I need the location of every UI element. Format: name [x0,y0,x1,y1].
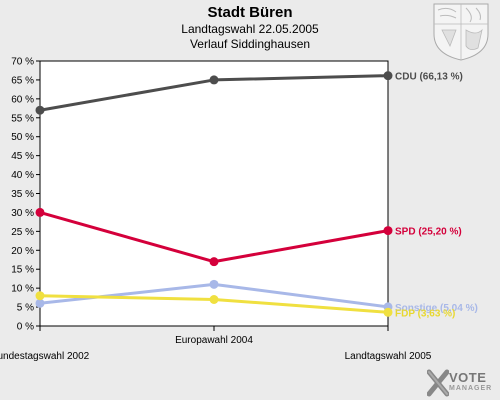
y-tick-label: 55 % [11,113,34,124]
y-tick-label: 25 % [11,227,34,238]
x-tick-label: Landtagswahl 2005 [345,351,432,362]
data-point-spd [383,226,393,236]
x-tick-label: Bundestagswahl 2002 [0,351,90,362]
data-point-spd [209,257,219,267]
data-point-sonstige [35,298,45,308]
data-point-spd [35,207,45,217]
series-group [35,71,393,317]
data-point-fdp [383,307,393,317]
y-tick-label: 40 % [11,170,34,181]
y-axis: 0 % 5 % 10 % 15 % 20 % 25 % 30 % 35 % 40 % 45 % 50… [11,57,40,333]
data-point-cdu [35,105,45,115]
y-tick-label: 45 % [11,151,34,162]
data-point-fdp [35,291,45,301]
x-tick-label: Europawahl 2004 [175,335,253,346]
chart-subtitle-election: Landtagswahl 22.05.2005 [181,22,319,36]
vote-manager-logo: VOTE MANAGER [427,368,499,400]
x-axis: Bundestagswahl 2002 Europawahl 2004 Landta… [0,326,432,362]
data-point-cdu [209,75,219,85]
data-point-fdp [209,295,219,304]
logo-subtext: MANAGER [449,385,493,392]
chart-subtitle-district: Verlauf Siddinghausen [189,37,311,51]
y-tick-label: 0 % [17,322,34,333]
vote-x-icon [427,369,449,397]
y-tick-label: 60 % [11,94,34,105]
y-tick-label: 70 % [11,57,34,68]
end-label-spd: SPD (25,20 %) [395,227,462,238]
end-label-cdu: CDU (66,13 %) [395,72,463,83]
end-labels-group: CDU (66,13 %) SPD (25,20 %) Sonstige (5,04… [395,72,478,320]
end-label-sonstige: Sonstige (5,04 %) [395,303,478,314]
data-point-sonstige [209,279,219,289]
logo-text: VOTE [449,370,487,385]
chart-title: Stadt Büren [207,4,293,21]
y-tick-label: 5 % [17,303,34,314]
y-tick-label: 30 % [11,208,34,219]
y-tick-label: 15 % [11,265,34,276]
data-point-cdu [383,71,393,81]
y-tick-label: 65 % [11,75,34,86]
y-tick-label: 35 % [11,189,34,200]
end-label-fdp: FDP (3,63 %) [395,308,455,319]
y-tick-label: 10 % [11,284,34,295]
coat-of-arms-icon [433,3,489,61]
y-tick-label: 20 % [11,246,34,257]
y-tick-label: 50 % [11,132,34,143]
